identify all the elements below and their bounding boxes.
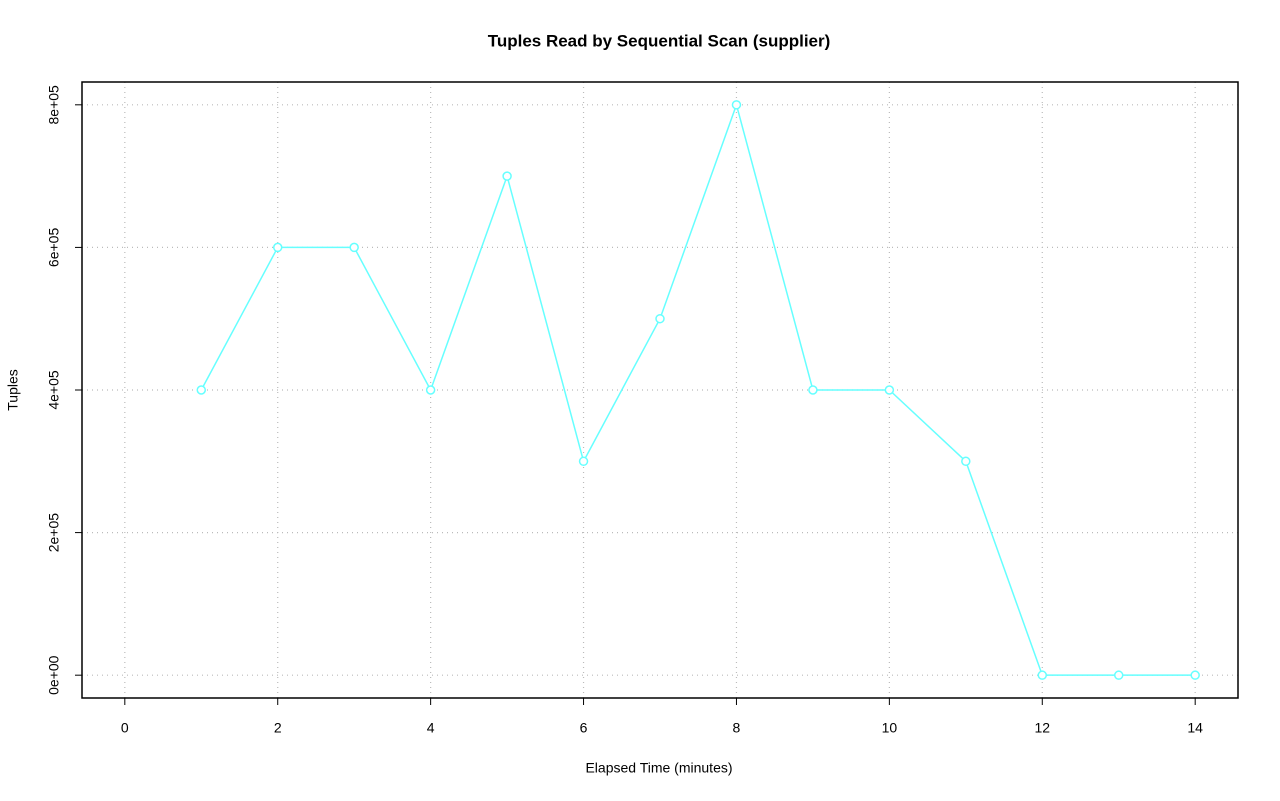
data-point: [349, 242, 359, 253]
data-point: [655, 313, 665, 324]
x-tick-label: 4: [427, 720, 435, 736]
plot-frame: [81, 81, 1239, 699]
x-tick-label: 2: [274, 720, 282, 736]
y-tick-label: 0e+00: [46, 655, 62, 695]
series-line: [200, 102, 1196, 676]
data-point: [502, 171, 512, 181]
data-point: [196, 385, 207, 395]
data-point: [1190, 670, 1200, 680]
data-point: [1113, 670, 1124, 680]
data-point: [1037, 670, 1048, 680]
y-tick-label: 6e+05: [46, 228, 62, 268]
x-tick-label: 6: [580, 720, 588, 736]
chart-title: Tuples Read by Sequential Scan (supplier…: [488, 31, 831, 50]
data-point: [731, 100, 742, 110]
data-point: [272, 242, 283, 253]
x-axis-label: Elapsed Time (minutes): [585, 760, 732, 776]
y-axis-label: Tuples: [5, 369, 21, 411]
x-tick-label: 12: [1034, 720, 1050, 736]
x-tick-label: 8: [733, 720, 741, 736]
x-tick-label: 0: [121, 720, 129, 736]
y-tick-label: 2e+05: [46, 513, 62, 553]
x-tick-label: 10: [882, 720, 898, 736]
y-tick-label: 4e+05: [46, 370, 62, 410]
y-tick-label: 8e+05: [46, 85, 62, 125]
data-point: [425, 385, 436, 395]
data-point: [808, 385, 818, 395]
x-tick-label: 14: [1187, 720, 1203, 736]
data-point: [884, 385, 895, 395]
data-point: [578, 456, 589, 467]
data-point: [961, 456, 971, 467]
